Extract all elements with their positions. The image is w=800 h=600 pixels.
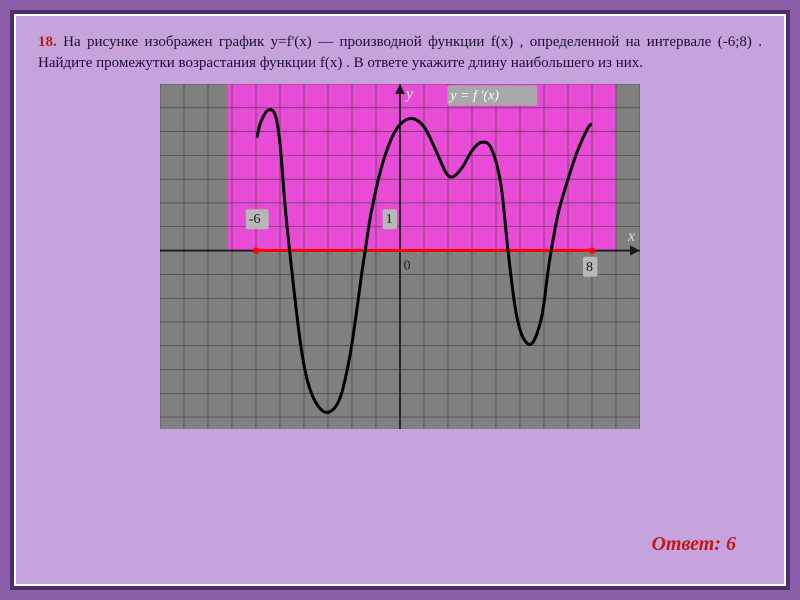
derivative-chart: y x 0 1 -6 8 y = f '(x) bbox=[160, 84, 640, 429]
problem-number: 18. bbox=[38, 34, 57, 50]
problem-body: На рисунке изображен график y=f'(x) — пр… bbox=[38, 34, 762, 71]
chart-container: y x 0 1 -6 8 y = f '(x) bbox=[38, 84, 762, 429]
svg-text:y: y bbox=[404, 85, 414, 102]
svg-text:0: 0 bbox=[404, 259, 411, 274]
problem-text: 18. На рисунке изображен график y=f'(x) … bbox=[38, 32, 762, 74]
answer-label: Ответ: 6 bbox=[651, 533, 736, 556]
slide-frame: 18. На рисунке изображен график y=f'(x) … bbox=[10, 10, 790, 590]
svg-text:1: 1 bbox=[386, 212, 393, 227]
svg-text:-6: -6 bbox=[249, 212, 261, 227]
svg-text:y = f '(x): y = f '(x) bbox=[448, 88, 499, 103]
svg-text:8: 8 bbox=[586, 260, 593, 275]
svg-text:x: x bbox=[627, 228, 635, 245]
